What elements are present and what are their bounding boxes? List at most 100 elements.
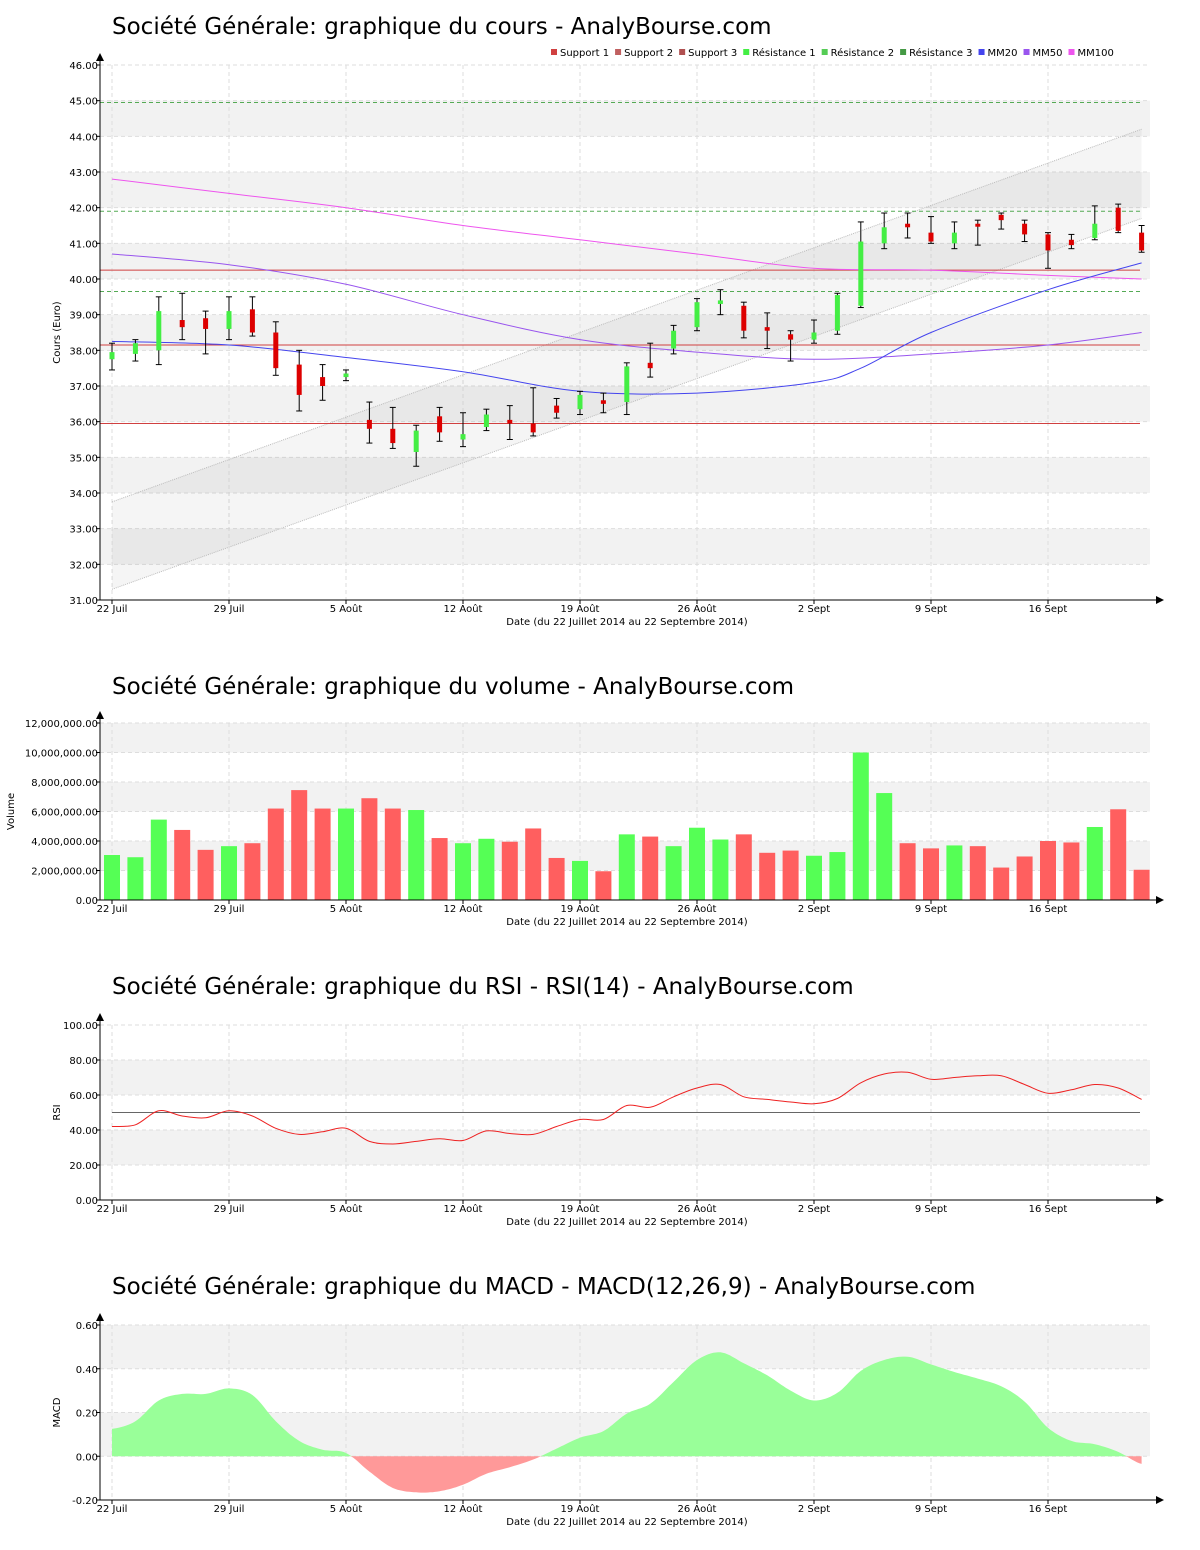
volume-x-axis-arrow [1156, 896, 1164, 904]
legend-swatch [978, 49, 985, 55]
volume-bar [174, 829, 191, 900]
volume-bar [384, 808, 401, 900]
price-ytick-label: 35.00 [69, 453, 98, 464]
candle [647, 342, 654, 378]
volume-bar [1063, 842, 1080, 900]
rsi-xtick-label: 2 Sept [798, 1204, 830, 1215]
mm20-line [111, 262, 1142, 395]
volume-bar [127, 857, 144, 900]
price-ytick-label: 34.00 [69, 489, 98, 500]
candle [811, 319, 817, 344]
mm50-line [111, 253, 1142, 360]
volume-bar [946, 845, 963, 900]
volume-xtick-label: 16 Sept [1029, 904, 1068, 915]
volume-bar [525, 828, 542, 900]
volume-xtick-label: 5 Août [330, 903, 363, 915]
legend-item: Résistance 1 [743, 47, 816, 59]
macd-x-axis-label: Date (du 22 Juillet 2014 au 22 Septembre… [506, 1517, 747, 1528]
candle [132, 339, 139, 362]
volume-bar [993, 867, 1010, 900]
macd-xtick-label: 16 Sept [1029, 1504, 1068, 1515]
candle-body [1115, 207, 1121, 231]
volume-bar [431, 838, 448, 900]
rsi-band [100, 1130, 1150, 1165]
volume-bar [501, 841, 518, 900]
volume-bar [829, 852, 846, 900]
candle [155, 296, 162, 366]
candle-body [577, 394, 583, 410]
price-xtick-label: 22 Juil [97, 604, 128, 615]
volume-xtick-label: 2 Sept [798, 904, 830, 915]
candle-body [998, 214, 1004, 221]
macd-xtick-label: 19 Août [561, 1503, 600, 1515]
legend-item: Support 2 [615, 48, 673, 59]
price-ytick-label: 45.00 [69, 97, 98, 108]
candle [272, 321, 279, 376]
candle-body [203, 318, 209, 329]
candle-body [764, 327, 770, 331]
volume-bar [806, 855, 822, 900]
price-ytick-label: 36.00 [69, 418, 98, 429]
candles [109, 203, 1145, 467]
candle-body [320, 377, 326, 386]
candle-body [905, 223, 911, 228]
candle-body [1068, 239, 1074, 246]
price-axes [96, 53, 1164, 604]
volume-bar [1040, 841, 1056, 900]
rsi-xtick-label: 16 Sept [1029, 1204, 1068, 1215]
candle [787, 330, 794, 362]
candle [834, 292, 841, 335]
candle-body [296, 364, 302, 395]
rsi-y-axis-label: RSI [52, 1104, 63, 1120]
candle [179, 292, 186, 341]
volume-xtick-label: 29 Juil [214, 904, 245, 915]
volume-bar [221, 846, 237, 900]
volume-bar [338, 808, 354, 900]
price-ytick-label: 33.00 [69, 525, 98, 536]
legend-label: Support 3 [688, 48, 737, 59]
macd-xtick-label: 12 Août [444, 1503, 483, 1515]
volume-bar [969, 846, 986, 900]
rsi-xtick-label: 22 Juil [97, 1204, 128, 1215]
volume-bar [618, 834, 635, 900]
rsi-x-axis-arrow [1156, 1196, 1164, 1204]
candle-body [928, 232, 934, 242]
volume-bar [899, 843, 916, 900]
candle-body [366, 419, 372, 429]
candle [553, 397, 560, 419]
volume-bar [150, 819, 167, 900]
candle-body [437, 416, 443, 433]
legend-label: MM50 [1033, 48, 1063, 59]
candle [366, 401, 373, 444]
candle [600, 392, 607, 414]
legend-swatch [1068, 49, 1075, 55]
rsi-xtick-label: 12 Août [444, 1203, 483, 1215]
price-ytick-label: 41.00 [69, 239, 98, 250]
macd-xtick-label: 29 Juil [214, 1504, 245, 1515]
candle-body [530, 423, 536, 433]
rsi-chart-title: Société Générale: graphique du RSI - RSI… [112, 974, 854, 1000]
candle-body [109, 352, 115, 360]
volume-y-axis-label: Volume [6, 793, 17, 830]
candle [857, 221, 864, 309]
price-xtick-label: 5 Août [330, 603, 363, 615]
volume-bar [642, 836, 659, 900]
volume-bar [291, 790, 308, 900]
candle-body [694, 302, 700, 328]
volume-band [100, 723, 1150, 753]
candle [483, 408, 490, 432]
candle-body [179, 320, 185, 328]
price-ytick-label: 37.00 [69, 382, 98, 393]
rsi-xtick-label: 9 Sept [915, 1204, 947, 1215]
volume-bar [548, 857, 565, 900]
candle-body [390, 428, 396, 444]
legend-swatch [551, 49, 557, 55]
candle-body [647, 362, 653, 369]
candle [928, 216, 934, 244]
price-ytick-label: 43.00 [69, 168, 98, 179]
legend-label: MM100 [1078, 48, 1114, 59]
candle-body [156, 311, 162, 351]
candle-body [671, 330, 677, 349]
volume-x-axis-label: Date (du 22 Juillet 2014 au 22 Septembre… [506, 917, 747, 928]
